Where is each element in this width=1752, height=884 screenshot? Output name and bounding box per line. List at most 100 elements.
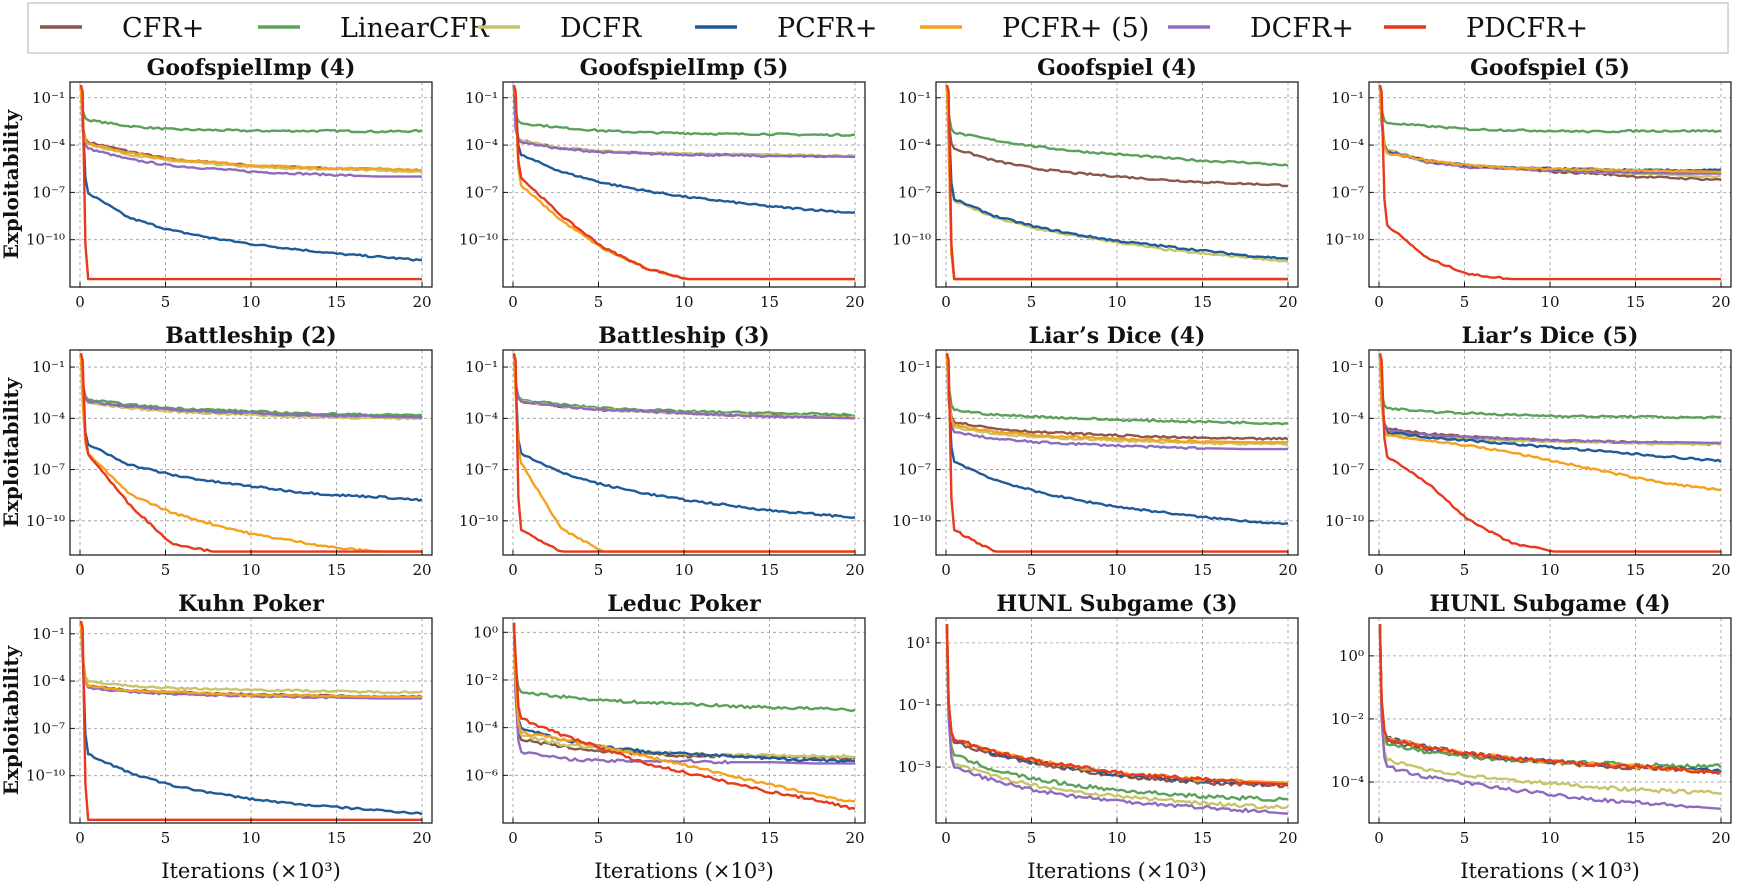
x-tick-label: 0 [941,561,951,579]
grid [1369,350,1731,555]
series-line-pdcfr [1378,353,1721,553]
series-group [79,84,423,281]
series-group [512,353,856,553]
x-tick-label: 15 [1193,561,1212,579]
panel-title: Kuhn Poker [178,591,324,617]
series-line-pcfr-5 [512,353,855,553]
y-tick-label: 10⁻¹ [32,358,65,376]
x-tick-label: 10 [241,293,260,311]
y-tick-label: 10⁻¹⁰ [26,767,65,785]
legend-label-pcfr-5: PCFR+ (5) [1002,13,1149,44]
y-tick-label: 10⁻² [465,671,498,689]
series-group [79,620,423,821]
panel-battleship-2: Battleship (2) 0 5 10 15 20 10⁻¹ 10⁻⁴ 10⁻⁷ 10⁻¹⁰E… [0,323,433,579]
y-tick-label: 10⁻¹⁰ [459,231,498,249]
y-tick-label: 10⁻⁴ [1331,409,1364,427]
series-group [1378,84,1722,281]
y-tick-label: 10⁻¹ [898,89,931,107]
x-tick-label: 15 [1193,829,1212,847]
y-tick-label: 10⁻¹⁰ [26,512,65,530]
series-line-dcfr [945,353,1288,451]
x-tick-label: 10 [1540,293,1559,311]
series-line-pcfr-5 [1378,353,1722,492]
series-line-dcfr [512,622,856,759]
series-line-pcfr [79,621,423,816]
y-tick-label: 10⁻⁷ [898,461,931,479]
x-axis-label: Iterations (×10³) [1027,859,1207,883]
panel-title: Battleship (3) [598,323,769,349]
x-tick-label: 20 [845,829,864,847]
y-tick-label: 10⁻¹ [32,625,65,643]
series-line-dcfr [1378,353,1722,445]
y-tick-label: 10⁻⁴ [32,409,65,427]
x-tick-label: 15 [327,561,346,579]
y-tick-label: 10⁻⁷ [465,461,498,479]
x-tick-label: 15 [760,293,779,311]
series-group [945,84,1289,281]
series-line-dcfr [79,85,422,178]
x-tick-label: 10 [241,829,260,847]
x-tick-label: 20 [845,293,864,311]
series-line-pcfr-5 [945,85,1288,281]
panel-title: GoofspielImp (5) [580,55,789,81]
series-line-pdcfr [1378,624,1722,774]
x-tick-label: 0 [1374,293,1384,311]
panel-title: HUNL Subgame (4) [1429,591,1670,617]
grid [70,350,432,555]
x-tick-label: 5 [594,561,604,579]
x-tick-label: 10 [674,293,693,311]
x-tick-label: 5 [1460,293,1470,311]
series-line-pcfr-5 [79,353,422,553]
y-tick-label: 10⁻⁴ [465,719,498,737]
panel-title: Leduc Poker [607,591,761,617]
y-tick-label: 10¹ [906,634,931,652]
grid [1369,82,1731,287]
x-tick-label: 20 [1278,829,1297,847]
series-line-dcfr [945,624,1289,810]
y-tick-label: 10⁻⁴ [1331,136,1364,154]
grid [503,82,865,287]
x-tick-label: 10 [1107,561,1126,579]
series-line-pcfr [79,353,423,502]
y-tick-label: 10⁻⁷ [1331,461,1364,479]
y-tick-label: 10⁻⁷ [32,183,65,201]
series-line-dcfr [512,353,856,419]
y-tick-label: 10⁻¹ [898,358,931,376]
grid [70,618,432,823]
y-tick-label: 10⁻⁴ [898,136,931,154]
series-line-dcfr [79,353,423,419]
y-tick-label: 10⁻¹⁰ [26,231,65,249]
series-line-pdcfr [79,84,422,281]
series-line-cfr [945,353,1289,441]
series-line-pcfr [945,85,1289,261]
x-tick-label: 20 [1711,561,1730,579]
series-line-pdcfr [945,84,1288,281]
x-tick-label: 20 [1278,561,1297,579]
panel-kuhn-poker: Kuhn Poker 0 5 10 15 20 10⁻¹ 10⁻⁴ 10⁻⁷ 10⁻¹⁰Explo… [0,591,433,883]
x-tick-label: 20 [1711,829,1730,847]
x-tick-label: 20 [1711,293,1730,311]
x-tick-label: 0 [941,293,951,311]
legend-label-dcfr: DCFR+ [1250,13,1354,44]
y-tick-label: 10⁻⁷ [898,183,931,201]
legend-label-cfr: CFR+ [122,13,204,44]
y-tick-label: 10⁻⁴ [465,136,498,154]
y-tick-label: 10⁻⁷ [32,719,65,737]
y-axis-label: Exploitability [0,108,23,259]
x-tick-label: 5 [594,829,604,847]
x-tick-label: 15 [327,829,346,847]
legend: CFR+ LinearCFR DCFR PCFR+ PCFR+ (5) DCFR+ PDCF… [27,2,1729,54]
y-tick-label: 10⁻¹ [898,696,931,714]
legend-label-pdcfr: PDCFR+ [1466,13,1588,44]
series-line-pcfr [512,85,856,214]
y-tick-label: 10⁻¹ [465,358,498,376]
x-tick-label: 15 [1193,293,1212,311]
x-tick-label: 0 [508,829,518,847]
legend-label-pcfr: PCFR+ [777,13,878,44]
series-line-dcfr [79,353,423,421]
series-line-linearcfr [512,622,856,713]
series-line-dcfr [945,624,1289,815]
panel-title: HUNL Subgame (3) [996,591,1237,617]
series-line-pdcfr [1378,84,1721,281]
